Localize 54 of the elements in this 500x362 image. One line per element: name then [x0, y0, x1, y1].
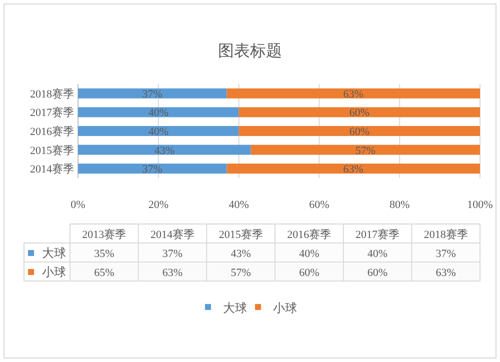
y-tick-label: 2017赛季 [30, 106, 74, 120]
data-label: 57% [355, 144, 376, 157]
data-label: 40% [367, 248, 388, 260]
x-tick-label: 2013赛季 [82, 228, 126, 241]
x-tick-label: 60% [309, 199, 330, 211]
y-tick-label: 小球 [42, 265, 66, 279]
bar [226, 88, 480, 98]
data-label: 40% [148, 107, 168, 120]
data-label: 63% [343, 164, 364, 176]
x-tick-label: 80% [390, 199, 410, 211]
bar [78, 126, 239, 136]
data-label: 37% [142, 164, 162, 176]
bar [238, 107, 480, 118]
data-label: 37% [162, 248, 183, 260]
bar [250, 144, 480, 155]
x-tick-label: 40% [228, 199, 249, 211]
y-tick-label: 2016赛季 [30, 125, 74, 138]
bar [238, 126, 480, 136]
data-label: 43% [230, 248, 251, 260]
bar [78, 164, 227, 174]
data-label: 40% [299, 248, 320, 260]
data-label: 60% [349, 126, 370, 138]
data-label: 63% [162, 267, 183, 279]
data-label: 35% [94, 248, 114, 260]
bar [78, 144, 251, 155]
x-tick-label: 2018赛季 [424, 228, 468, 241]
data-label: 60% [349, 107, 370, 120]
data-label: 37% [436, 248, 456, 260]
y-tick-label: 2018赛季 [30, 87, 74, 100]
y-tick-label: 大球 [42, 246, 66, 260]
x-tick-label: 2017赛季 [356, 228, 400, 241]
data-label: 37% [142, 88, 162, 100]
chart-title: 图表标题 [218, 42, 282, 60]
x-tick-label: 20% [148, 199, 168, 211]
data-label: 63% [436, 267, 456, 279]
data-label: 40% [148, 126, 168, 138]
data-label: 65% [94, 267, 114, 279]
x-tick-label: 2016赛季 [287, 228, 332, 241]
data-label: 43% [154, 144, 175, 157]
data-label: 57% [230, 267, 251, 279]
x-tick-label: 2014赛季 [150, 228, 194, 241]
x-tick-label: 100% [467, 199, 493, 211]
bar [226, 164, 480, 174]
bar [78, 88, 227, 98]
bar [78, 107, 239, 118]
data-label: 60% [299, 267, 320, 279]
data-label: 63% [343, 88, 364, 100]
legend-label: 大球 [223, 301, 247, 315]
x-tick-label: 0% [70, 199, 86, 211]
data-label: 60% [367, 267, 388, 279]
x-tick-label: 2015赛季 [218, 228, 263, 241]
y-tick-label: 2014赛季 [30, 162, 74, 176]
y-tick-label: 2015赛季 [30, 144, 74, 157]
legend-label: 小球 [273, 301, 297, 315]
